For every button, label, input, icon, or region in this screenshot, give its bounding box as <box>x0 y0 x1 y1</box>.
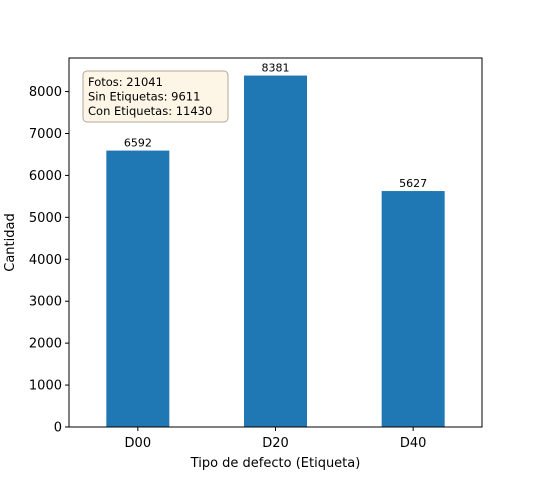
data-labels-group: 6592 8381 5627 <box>124 62 427 190</box>
bar-d40 <box>381 191 445 427</box>
y-tick-label-6000: 6000 <box>29 169 62 184</box>
data-label-d40: 5627 <box>399 177 427 190</box>
y-axis-label: Cantidad <box>3 213 18 271</box>
info-line-fotos: Fotos: 21041 <box>88 75 163 89</box>
y-tick-label-3000: 3000 <box>29 295 62 310</box>
x-tick-label-d00: D00 <box>125 436 152 451</box>
info-box-background <box>82 70 229 123</box>
x-axis-label: Tipo de defecto (Etiqueta) <box>190 456 361 471</box>
y-tick-label-7000: 7000 <box>29 127 62 142</box>
y-tick-label-8000: 8000 <box>29 85 62 100</box>
y-axis-ticks: 0 1000 2000 3000 4000 5000 6000 7000 8000 <box>29 85 69 436</box>
x-axis-ticks: D00 D20 D40 <box>125 427 427 451</box>
y-tick-label-5000: 5000 <box>29 211 62 226</box>
info-box: Fotos: 21041 Sin Etiquetas: 9611 Con Eti… <box>82 70 229 123</box>
x-tick-label-d40: D40 <box>400 436 427 451</box>
data-label-d00: 6592 <box>124 137 152 150</box>
y-tick-label-1000: 1000 <box>29 379 62 394</box>
bar-d20 <box>244 75 307 428</box>
x-tick-label-d20: D20 <box>262 436 289 451</box>
y-tick-label-4000: 4000 <box>29 253 62 268</box>
bars-group <box>106 75 445 428</box>
data-label-d20: 8381 <box>262 62 290 75</box>
info-line-con-etiquetas: Con Etiquetas: 11430 <box>88 104 212 118</box>
y-tick-label-2000: 2000 <box>29 337 62 352</box>
bar-d00 <box>106 150 170 427</box>
info-line-sin-etiquetas: Sin Etiquetas: 9611 <box>88 90 200 104</box>
y-tick-label-0: 0 <box>54 421 62 436</box>
